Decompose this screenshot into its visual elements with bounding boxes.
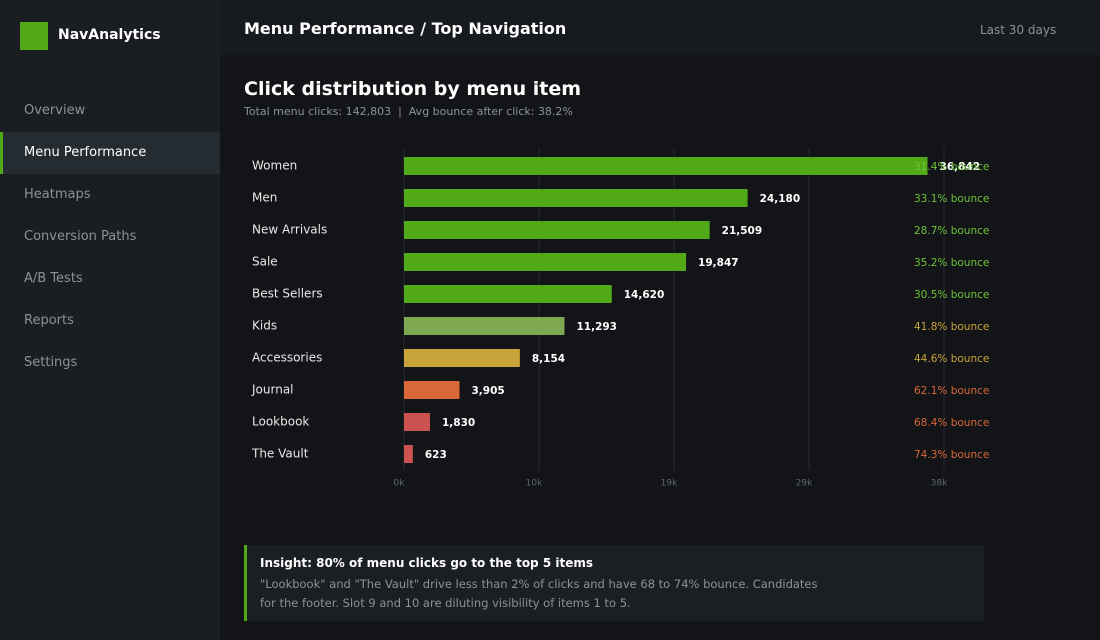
- page-title: Menu Performance / Top Navigation: [244, 19, 567, 38]
- bar: [404, 285, 612, 303]
- category-label: Lookbook: [252, 415, 309, 429]
- category-label: Sale: [252, 255, 278, 269]
- bar: [404, 253, 687, 271]
- bounce-label: 44.6% bounce: [914, 353, 989, 365]
- value-label: 623: [425, 449, 447, 461]
- category-label: Women: [252, 159, 297, 173]
- nav-item[interactable]: Heatmaps: [24, 187, 91, 202]
- bounce-label: 41.8% bounce: [914, 321, 989, 333]
- bounce-label: 35.2% bounce: [914, 257, 989, 269]
- x-tick-label: 10k: [526, 479, 543, 489]
- value-label: 19,847: [698, 257, 739, 269]
- category-label: Journal: [251, 383, 294, 397]
- category-label: Accessories: [252, 351, 322, 365]
- bar: [404, 221, 710, 239]
- category-label: Men: [252, 191, 277, 205]
- nav-item[interactable]: Overview: [24, 103, 86, 118]
- bar: [404, 445, 413, 463]
- logo: [20, 22, 48, 50]
- value-label: 3,905: [471, 385, 504, 397]
- category-label: Kids: [252, 319, 277, 333]
- brand: NavAnalytics: [58, 27, 161, 43]
- bounce-label: 33.1% bounce: [914, 193, 989, 205]
- bounce-label: 31.4% bounce: [914, 161, 989, 173]
- sidebar: [0, 0, 220, 640]
- bounce-label: 28.7% bounce: [914, 225, 989, 237]
- category-label: The Vault: [251, 447, 309, 461]
- date-range[interactable]: Last 30 days: [980, 23, 1057, 37]
- category-label: New Arrivals: [252, 223, 327, 237]
- value-label: 11,293: [576, 321, 617, 333]
- category-label: Best Sellers: [252, 287, 323, 301]
- bounce-label: 30.5% bounce: [914, 289, 989, 301]
- value-label: 14,620: [624, 289, 665, 301]
- value-label: 24,180: [760, 193, 801, 205]
- chart-subtitle: Total menu clicks: 142,803 | Avg bounce …: [244, 105, 573, 118]
- bounce-label: 74.3% bounce: [914, 449, 989, 461]
- bar: [404, 349, 520, 367]
- value-label: 1,830: [442, 417, 475, 429]
- chart-title: Click distribution by menu item: [244, 78, 582, 100]
- insight-title: Insight: 80% of menu clicks go to the to…: [260, 556, 593, 570]
- value-label: 21,509: [722, 225, 763, 237]
- bar: [404, 413, 431, 431]
- nav-item[interactable]: A/B Tests: [24, 271, 83, 286]
- bar: [404, 317, 565, 335]
- bar: [404, 157, 928, 175]
- insight-box: [244, 545, 984, 621]
- insight-text: "Lookbook" and "The Vault" drive less th…: [260, 577, 818, 591]
- nav-item[interactable]: Conversion Paths: [24, 229, 137, 244]
- bar: [404, 381, 460, 399]
- header: [220, 0, 1100, 55]
- nav-item[interactable]: Menu Performance: [0, 132, 220, 174]
- x-tick-label: 38k: [931, 479, 948, 489]
- value-label: 8,154: [532, 353, 565, 365]
- insight-text: for the footer. Slot 9 and 10 are diluti…: [260, 596, 631, 610]
- bounce-label: 68.4% bounce: [914, 417, 989, 429]
- x-tick-label: 0k: [394, 479, 406, 489]
- x-tick-label: 29k: [796, 479, 813, 489]
- x-tick-label: 19k: [661, 479, 678, 489]
- nav-item[interactable]: Settings: [24, 355, 78, 370]
- bar: [404, 189, 748, 207]
- bounce-label: 62.1% bounce: [914, 385, 989, 397]
- nav-item[interactable]: Reports: [24, 313, 74, 328]
- value-label: 36,842: [940, 161, 981, 173]
